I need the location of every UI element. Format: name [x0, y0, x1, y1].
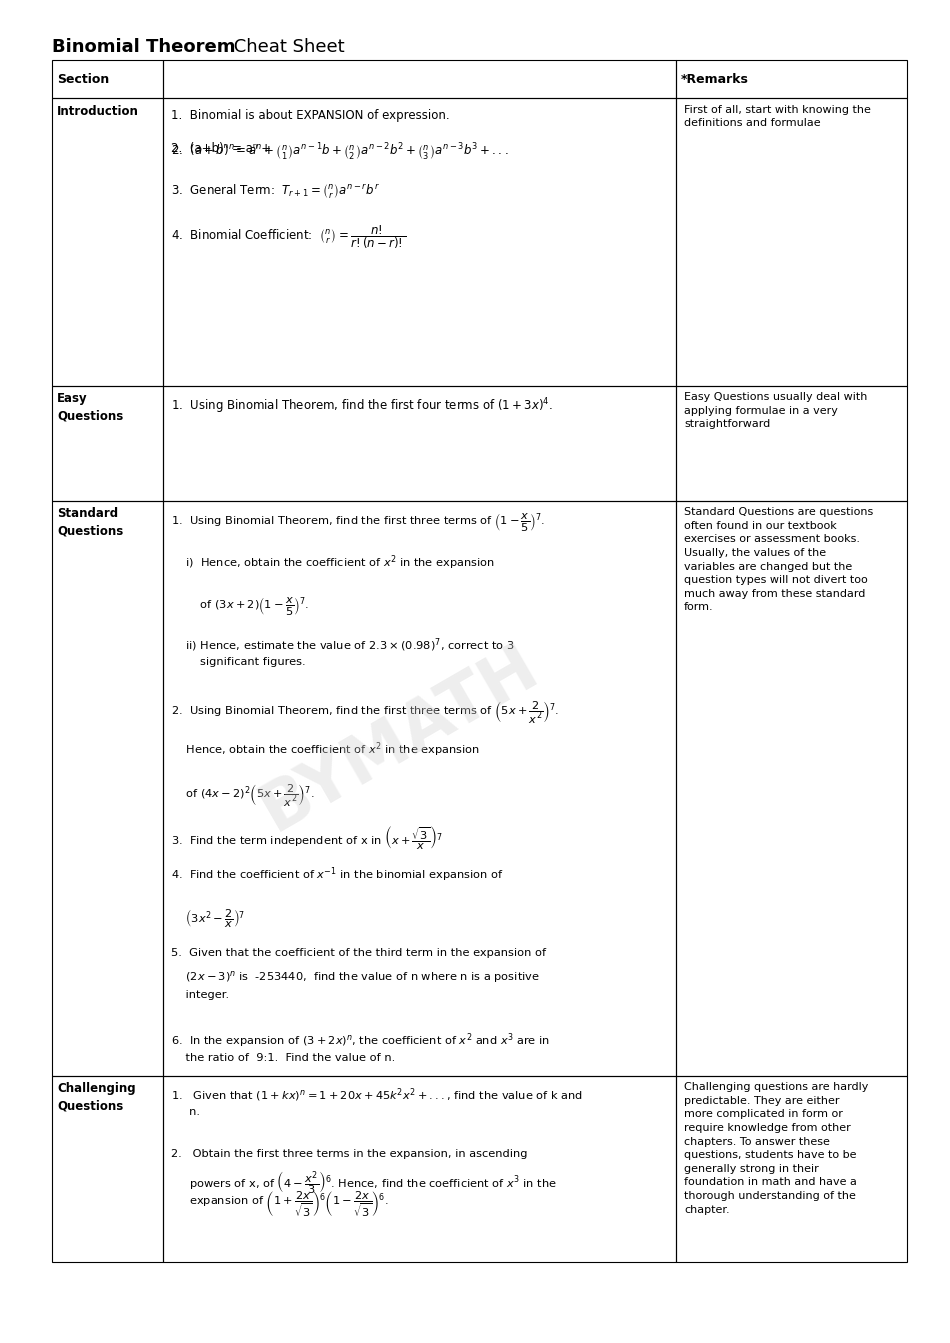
Text: First of all, start with knowing the
definitions and formulae: First of all, start with knowing the def… [684, 105, 871, 129]
Bar [52, 98, 163, 385]
Bar [163, 98, 676, 385]
Text: Binomial Theorem: Binomial Theorem [52, 38, 236, 55]
Text: Easy Questions usually deal with
applying formulae in a very
straightforward: Easy Questions usually deal with applyin… [684, 392, 867, 430]
Text: 2.  $(a+b)^n = a^n + \binom{n}{1}a^{n-1}b + \binom{n}{2}a^{n-2}b^2 + \binom{n}{3: 2. $(a+b)^n = a^n + \binom{n}{1}a^{n-1}b… [171, 142, 508, 164]
Bar [163, 385, 676, 501]
Text: Challenging questions are hardly
predictable. They are either
more complicated i: Challenging questions are hardly predict… [684, 1082, 868, 1214]
Text: i)  Hence, obtain the coefficient of $x^2$ in the expansion: i) Hence, obtain the coefficient of $x^2… [171, 553, 495, 572]
Text: 1.  Using Binomial Theorem, find the first three terms of $\left(1-\dfrac{x}{5}\: 1. Using Binomial Theorem, find the firs… [171, 512, 545, 533]
Text: 4.  Binomial Coefficient:  $\binom{n}{r} = \dfrac{n!}{r!(n-r)!}$: 4. Binomial Coefficient: $\binom{n}{r} =… [171, 223, 407, 251]
Bar [163, 1076, 676, 1262]
Bar [52, 501, 163, 1076]
Text: 2.   Obtain the first three terms in the expansion, in ascending: 2. Obtain the first three terms in the e… [171, 1148, 527, 1159]
Text: of $(3x+2)\left(1-\dfrac{x}{5}\right)^7$.: of $(3x+2)\left(1-\dfrac{x}{5}\right)^7$… [171, 595, 309, 616]
Text: significant figures.: significant figures. [171, 657, 306, 667]
Text: n.: n. [171, 1107, 200, 1117]
Bar [52, 60, 163, 98]
Bar [676, 385, 907, 501]
Text: Easy
Questions: Easy Questions [57, 392, 124, 422]
Text: expansion of $\left(1+\dfrac{2x}{\sqrt{3}}\right)^6\left(1-\dfrac{2x}{\sqrt{3}}\: expansion of $\left(1+\dfrac{2x}{\sqrt{3… [171, 1190, 389, 1219]
Text: integer.: integer. [171, 990, 229, 1001]
Text: 1.  Binomial is about EXPANSION of expression.: 1. Binomial is about EXPANSION of expres… [171, 109, 449, 122]
Text: 1.   Given that $(1+kx)^n = 1+20x+45k^2x^2+...$, find the value of k and: 1. Given that $(1+kx)^n = 1+20x+45k^2x^2… [171, 1086, 583, 1104]
Text: *Remarks: *Remarks [681, 73, 749, 86]
Text: 1.  Using Binomial Theorem, find the first four terms of $(1+3x)^4$.: 1. Using Binomial Theorem, find the firs… [171, 396, 553, 416]
Bar [676, 501, 907, 1076]
Text: Challenging
Questions: Challenging Questions [57, 1082, 136, 1112]
Text: 5.  Given that the coefficient of the third term in the expansion of: 5. Given that the coefficient of the thi… [171, 948, 546, 959]
Bar [163, 60, 676, 98]
Text: 3.  General Term:  $T_{r+1} = \binom{n}{r}a^{n-r}b^r$: 3. General Term: $T_{r+1} = \binom{n}{r}… [171, 183, 380, 201]
Text: 2.  Using Binomial Theorem, find the first three terms of $\left(5x+\dfrac{2}{x^: 2. Using Binomial Theorem, find the firs… [171, 698, 560, 725]
Text: Cheat Sheet: Cheat Sheet [228, 38, 345, 55]
Text: Standard Questions are questions
often found in our textbook
exercises or assess: Standard Questions are questions often f… [684, 508, 873, 612]
Bar [52, 385, 163, 501]
Text: Introduction: Introduction [57, 105, 139, 118]
Text: Binomial Theorem Cheat Sheet: Binomial Theorem Cheat Sheet [52, 38, 333, 55]
Text: Section: Section [57, 73, 109, 86]
Bar [676, 1076, 907, 1262]
Text: $\left(3x^2-\dfrac{2}{x}\right)^7$: $\left(3x^2-\dfrac{2}{x}\right)^7$ [171, 907, 245, 929]
Text: 3.  Find the term independent of x in $\left(x+\dfrac{\sqrt{3}}{x}\right)^7$: 3. Find the term independent of x in $\l… [171, 823, 443, 850]
Bar [676, 98, 907, 385]
Text: ii) Hence, estimate the value of $2.3\times(0.98)^7$, correct to 3: ii) Hence, estimate the value of $2.3\ti… [171, 637, 515, 654]
Text: $(2x-3)^n$ is  -253440,  find the value of n where n is a positive: $(2x-3)^n$ is -253440, find the value of… [171, 970, 540, 986]
Text: the ratio of  9:1.  Find the value of n.: the ratio of 9:1. Find the value of n. [171, 1053, 395, 1062]
Text: BYMATH: BYMATH [249, 633, 549, 845]
Text: of $(4x-2)^2\left(5x+\dfrac{2}{x^2}\right)^7$.: of $(4x-2)^2\left(5x+\dfrac{2}{x^2}\righ… [171, 782, 314, 808]
Bar [52, 1076, 163, 1262]
Text: 2.  (a+b)ⁿ = aⁿ +: 2. (a+b)ⁿ = aⁿ + [171, 142, 275, 156]
Text: 6.  In the expansion of $(3+2x)^n$, the coefficient of $x^2$ and $x^3$ are in: 6. In the expansion of $(3+2x)^n$, the c… [171, 1031, 550, 1050]
Text: powers of x, of $\left(4-\dfrac{x^2}{3}\right)^6$. Hence, find the coefficient o: powers of x, of $\left(4-\dfrac{x^2}{3}\… [171, 1170, 557, 1197]
Text: 4.  Find the coefficient of $x^{-1}$ in the binomial expansion of: 4. Find the coefficient of $x^{-1}$ in t… [171, 865, 504, 884]
Text: Hence, obtain the coefficient of $x^2$ in the expansion: Hence, obtain the coefficient of $x^2$ i… [171, 740, 480, 759]
Bar [163, 501, 676, 1076]
Bar [676, 60, 907, 98]
Text: Standard
Questions: Standard Questions [57, 508, 124, 537]
